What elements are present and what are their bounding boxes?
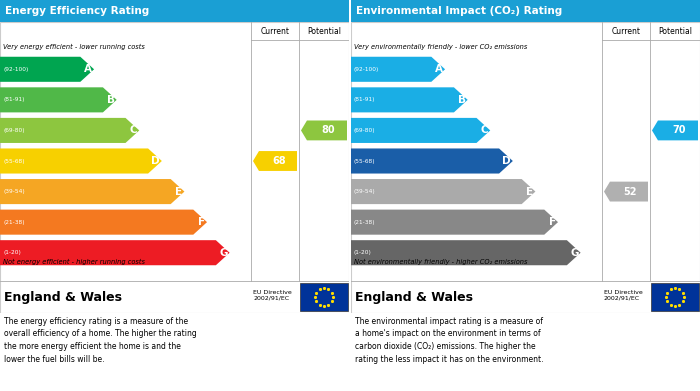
Text: E: E <box>175 187 183 197</box>
Text: 70: 70 <box>672 126 686 135</box>
Polygon shape <box>351 87 468 112</box>
Polygon shape <box>0 149 162 174</box>
Text: E: E <box>526 187 533 197</box>
Polygon shape <box>0 118 139 143</box>
Text: EU Directive
2002/91/EC: EU Directive 2002/91/EC <box>604 290 643 300</box>
Text: (55-68): (55-68) <box>354 158 376 163</box>
Polygon shape <box>351 240 580 265</box>
Text: C: C <box>130 126 137 135</box>
Polygon shape <box>0 87 117 112</box>
Text: G: G <box>219 248 228 258</box>
Text: The energy efficiency rating is a measure of the
overall efficiency of a home. T: The energy efficiency rating is a measur… <box>4 317 197 364</box>
Polygon shape <box>351 57 445 82</box>
Polygon shape <box>0 240 230 265</box>
Text: Environmental Impact (CO₂) Rating: Environmental Impact (CO₂) Rating <box>356 6 563 16</box>
Text: (92-100): (92-100) <box>3 67 29 72</box>
Text: (92-100): (92-100) <box>354 67 379 72</box>
Text: (81-91): (81-91) <box>354 97 375 102</box>
Text: D: D <box>502 156 511 166</box>
Polygon shape <box>351 118 490 143</box>
Text: EU Directive
2002/91/EC: EU Directive 2002/91/EC <box>253 290 292 300</box>
Text: (1-20): (1-20) <box>3 250 21 255</box>
Text: (69-80): (69-80) <box>354 128 376 133</box>
Text: (39-54): (39-54) <box>3 189 25 194</box>
Text: Not energy efficient - higher running costs: Not energy efficient - higher running co… <box>3 258 145 265</box>
Text: 52: 52 <box>623 187 637 197</box>
Text: (39-54): (39-54) <box>354 189 376 194</box>
Text: The environmental impact rating is a measure of
a home's impact on the environme: The environmental impact rating is a mea… <box>355 317 543 364</box>
Polygon shape <box>301 120 347 140</box>
Polygon shape <box>253 151 297 171</box>
Bar <box>300 283 348 311</box>
Polygon shape <box>604 182 648 201</box>
Text: A: A <box>435 64 443 74</box>
Polygon shape <box>0 57 94 82</box>
Polygon shape <box>652 120 698 140</box>
Text: (1-20): (1-20) <box>354 250 372 255</box>
Polygon shape <box>351 210 558 235</box>
Text: Not environmentally friendly - higher CO₂ emissions: Not environmentally friendly - higher CO… <box>354 258 528 265</box>
Text: Potential: Potential <box>307 27 341 36</box>
Text: (55-68): (55-68) <box>3 158 25 163</box>
Text: Potential: Potential <box>658 27 692 36</box>
Text: (69-80): (69-80) <box>3 128 25 133</box>
Text: Current: Current <box>612 27 640 36</box>
Text: Current: Current <box>260 27 290 36</box>
Text: F: F <box>198 217 205 227</box>
Text: A: A <box>84 64 92 74</box>
Text: G: G <box>570 248 579 258</box>
Polygon shape <box>351 179 536 204</box>
Text: Very energy efficient - lower running costs: Very energy efficient - lower running co… <box>3 44 145 50</box>
Text: (21-38): (21-38) <box>354 220 376 225</box>
Text: C: C <box>481 126 489 135</box>
Text: Energy Efficiency Rating: Energy Efficiency Rating <box>5 6 150 16</box>
Text: B: B <box>458 95 466 105</box>
Text: F: F <box>549 217 556 227</box>
Text: 80: 80 <box>321 126 335 135</box>
Polygon shape <box>0 210 207 235</box>
Text: England & Wales: England & Wales <box>355 291 473 303</box>
Text: (21-38): (21-38) <box>3 220 25 225</box>
Text: B: B <box>106 95 115 105</box>
Polygon shape <box>351 149 513 174</box>
Text: (81-91): (81-91) <box>3 97 25 102</box>
Text: Very environmentally friendly - lower CO₂ emissions: Very environmentally friendly - lower CO… <box>354 44 527 50</box>
Text: England & Wales: England & Wales <box>4 291 122 303</box>
Bar <box>651 283 699 311</box>
Text: D: D <box>151 156 160 166</box>
Polygon shape <box>0 179 184 204</box>
Text: 68: 68 <box>272 156 286 166</box>
